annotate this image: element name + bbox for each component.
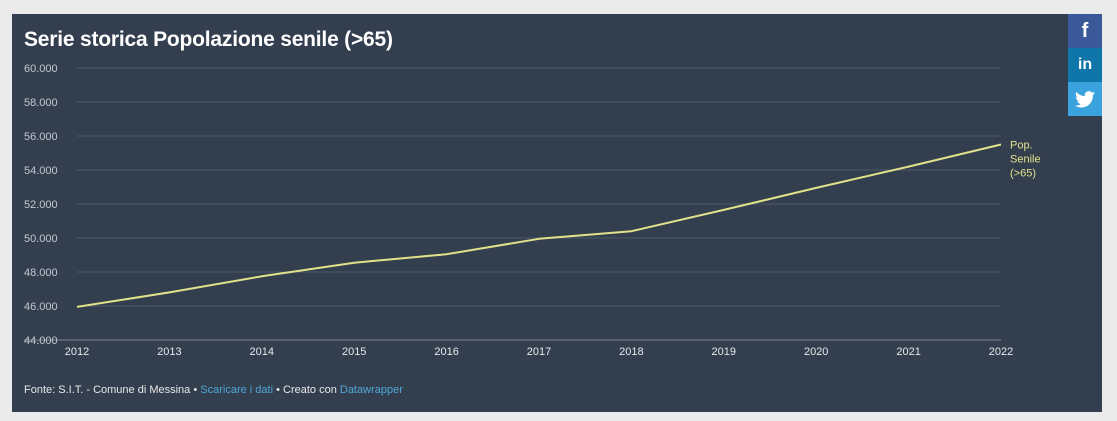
linkedin-icon: in bbox=[1077, 56, 1093, 73]
x-tick-label: 2012 bbox=[65, 346, 89, 358]
twitter-icon bbox=[1075, 90, 1095, 107]
y-tick-label: 48.000 bbox=[24, 267, 58, 279]
x-tick-label: 2019 bbox=[712, 346, 736, 358]
x-tick-label: 2020 bbox=[804, 346, 828, 358]
x-tick-label: 2018 bbox=[619, 346, 643, 358]
y-tick-label: 60.000 bbox=[24, 63, 58, 75]
x-tick-label: 2013 bbox=[157, 346, 181, 358]
footer-separator: • bbox=[190, 384, 201, 396]
y-tick-label: 46.000 bbox=[24, 301, 58, 313]
chart-title: Serie storica Popolazione senile (>65) bbox=[24, 28, 393, 51]
x-tick-label: 2014 bbox=[250, 346, 274, 358]
y-tick-label: 58.000 bbox=[24, 97, 58, 109]
x-tick-label: 2021 bbox=[896, 346, 920, 358]
y-tick-label: 54.000 bbox=[24, 165, 58, 177]
series-line bbox=[76, 143, 1002, 308]
x-tick-label: 2016 bbox=[434, 346, 458, 358]
x-tick-label: 2022 bbox=[989, 346, 1013, 358]
line-chart: 44.000 46.000 48.000 50.000 52.000 54.000 56.0… bbox=[24, 63, 1041, 358]
y-tick-label: 52.000 bbox=[24, 199, 58, 211]
chart-footer: Fonte: S.I.T. - Comune di Messina • Scar… bbox=[24, 384, 403, 396]
datawrapper-link[interactable]: Datawrapper bbox=[339, 384, 403, 396]
y-tick-label: 44.000 bbox=[24, 335, 58, 347]
footer-separator: • bbox=[273, 384, 283, 396]
x-tick-label: 2015 bbox=[342, 346, 366, 358]
source-text: Fonte: S.I.T. - Comune di Messina bbox=[24, 384, 191, 396]
download-data-link[interactable]: Scaricare i dati bbox=[200, 384, 274, 396]
x-tick-label: 2017 bbox=[527, 346, 551, 358]
y-tick-label: 56.000 bbox=[24, 131, 58, 143]
twitter-share-button[interactable] bbox=[1068, 82, 1102, 116]
facebook-share-button[interactable]: f bbox=[1068, 14, 1102, 48]
series-label: (>65) bbox=[1010, 168, 1036, 180]
series-label: Pop. bbox=[1010, 140, 1033, 152]
chart-card: Serie storica Popolazione senile (>65) 4… bbox=[12, 14, 1102, 412]
facebook-icon: f bbox=[1081, 19, 1089, 42]
series-label: Senile bbox=[1010, 154, 1041, 166]
linkedin-share-button[interactable]: in bbox=[1068, 48, 1102, 82]
y-tick-label: 50.000 bbox=[24, 233, 58, 245]
credit-prefix: Creato con bbox=[283, 384, 337, 396]
